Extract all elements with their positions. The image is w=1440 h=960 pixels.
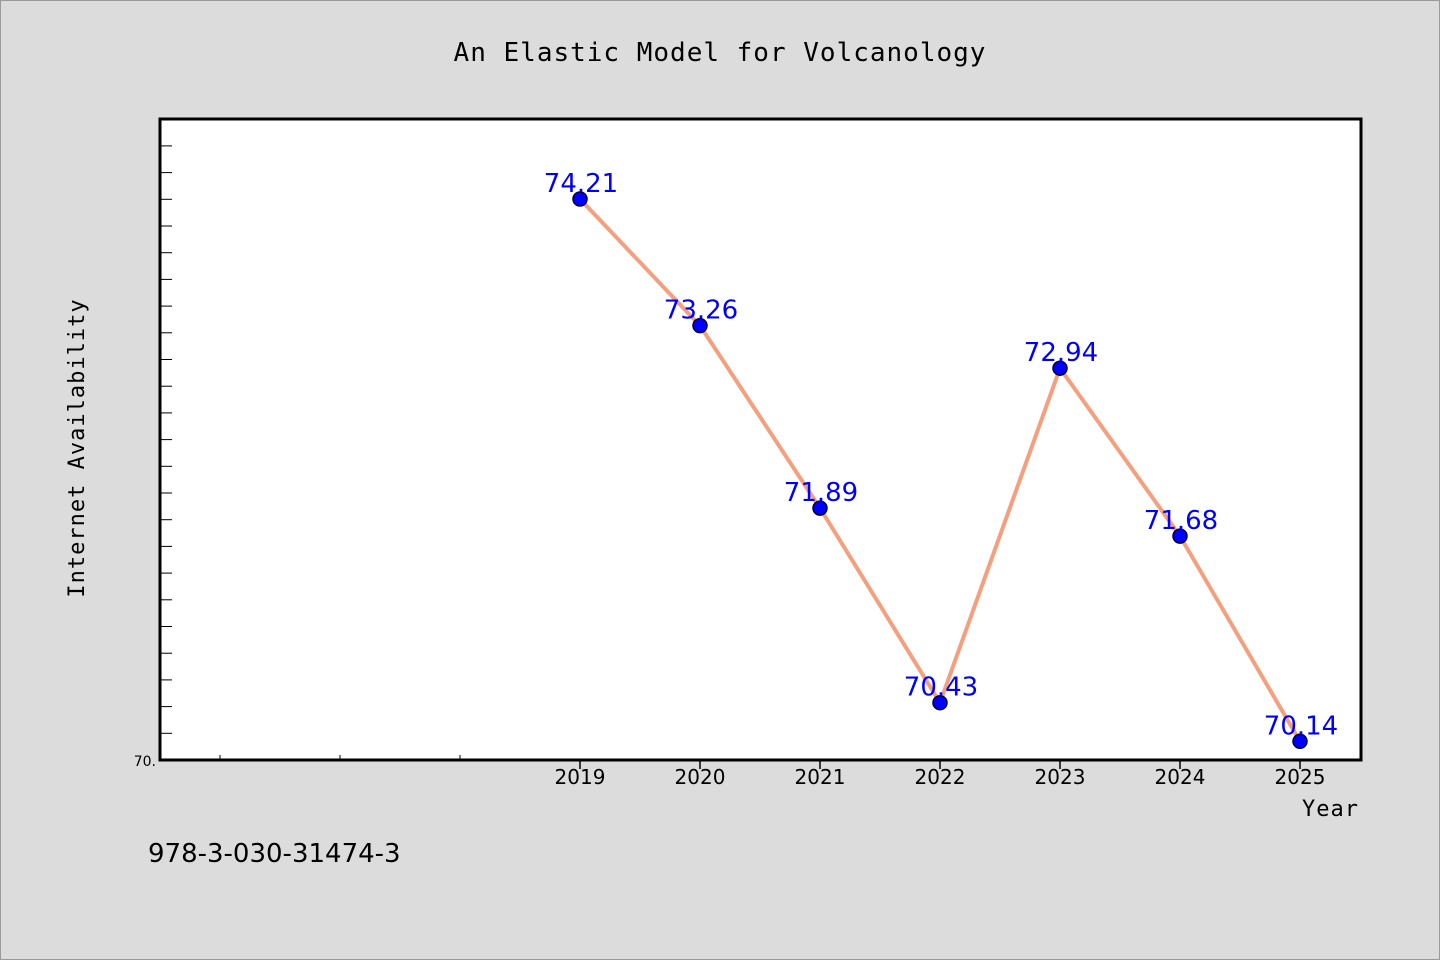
data-label: 72.94 (1024, 338, 1098, 368)
x-tick-label: 2025 (1275, 765, 1326, 789)
data-labels: 74.21 73.26 71.89 70.43 72.94 71.68 70.14 (544, 169, 1338, 741)
x-tick-label: 2024 (1155, 765, 1206, 789)
data-label: 71.89 (784, 478, 858, 508)
x-tick-label: 2023 (1035, 765, 1086, 789)
x-tick-label: 2020 (675, 765, 726, 789)
x-tick-label: 2022 (915, 765, 966, 789)
y-tick-label: 70. (134, 754, 156, 770)
data-markers (572, 191, 1308, 750)
y-axis-label: Internet Availability (65, 298, 90, 597)
chart-title: An Elastic Model for Volcanology (454, 38, 987, 68)
data-point (1292, 733, 1308, 750)
data-point (692, 317, 708, 334)
y-axis-minor-ticks (160, 145, 172, 734)
x-tick-label: 2019 (555, 765, 606, 789)
data-label: 73.26 (664, 296, 738, 326)
x-axis-ticks: 2019 2020 2021 2022 2023 2024 2025 (555, 760, 1326, 789)
data-point (932, 694, 948, 711)
data-label: 70.43 (904, 673, 978, 703)
data-point (812, 500, 828, 516)
x-axis-label: Year (1302, 797, 1359, 822)
data-label: 71.68 (1144, 506, 1218, 536)
data-label: 74.21 (544, 169, 618, 199)
data-point (1172, 528, 1188, 544)
plot-area (158, 117, 1363, 762)
x-tick-label: 2021 (795, 765, 846, 789)
data-point (1052, 360, 1068, 376)
x-axis-minor-ticks (219, 755, 461, 760)
isbn-footer: 978-3-030-31474-3 (148, 839, 401, 869)
data-point (572, 191, 588, 207)
data-label: 70.14 (1264, 711, 1338, 741)
